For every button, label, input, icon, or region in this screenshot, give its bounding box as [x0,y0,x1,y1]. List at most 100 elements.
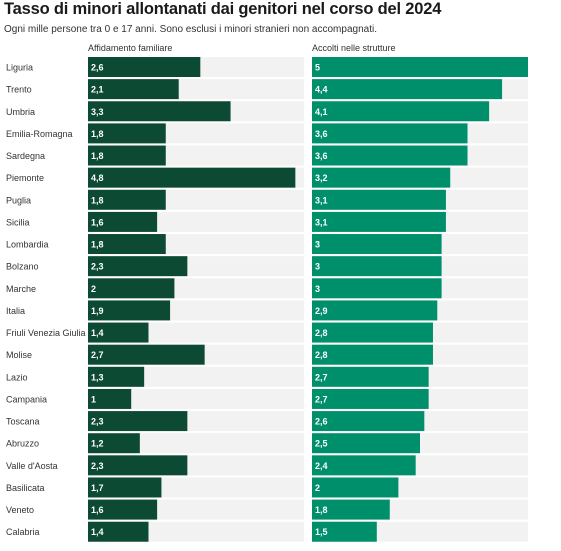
bar-affidamento [88,234,166,255]
value-label: 3,3 [91,107,104,117]
bar-strutture [312,344,433,365]
bar-strutture [312,79,503,100]
row-label: Lazio [6,372,28,382]
bar-affidamento [88,344,205,365]
bar-strutture [312,189,446,210]
bar-track [88,433,304,454]
value-label: 2,7 [315,372,328,382]
value-label: 1,3 [91,372,104,382]
bar-affidamento [88,57,201,77]
bar-affidamento [88,278,175,299]
row-label: Molise [6,350,32,360]
bar-affidamento [88,455,188,476]
row-label: Sardegna [6,151,45,161]
row-label: Bolzano [6,262,39,272]
row-label: Umbria [6,107,35,117]
value-label: 1,5 [315,527,328,537]
bar-strutture [312,521,377,542]
bar-affidamento [88,499,158,520]
bar-strutture [312,388,429,409]
row-label: Sicilia [6,217,30,227]
value-label: 1,8 [91,151,104,161]
value-label: 2,8 [315,350,328,360]
chart-title: Tasso di minori allontanati dai genitori… [4,0,442,18]
bar-strutture [312,278,442,299]
bar-strutture [312,411,425,432]
value-label: 2,9 [315,306,328,316]
bar-affidamento [88,101,231,122]
value-label: 2,7 [91,350,104,360]
value-label: 3,1 [315,217,328,227]
value-label: 2,6 [91,63,104,73]
value-label: 4,1 [315,107,328,117]
bar-affidamento [88,79,179,100]
bar-affidamento [88,300,171,321]
value-label: 2,1 [91,85,104,95]
bar-strutture [312,477,399,498]
value-label: 1,9 [91,306,104,316]
value-label: 1,6 [91,217,104,227]
bar-affidamento [88,189,166,210]
value-label: 2,3 [91,262,104,272]
bar-strutture [312,499,390,520]
row-label: Campania [6,394,47,404]
value-label: 3,6 [315,151,328,161]
bar-strutture [312,455,416,476]
bar-strutture [312,366,429,387]
value-label: 1,8 [91,240,104,250]
row-label: Valle d'Aosta [6,461,58,471]
bar-affidamento [88,145,166,166]
bar-affidamento [88,411,188,432]
row-label: Puglia [6,195,31,205]
value-label: 2,3 [91,461,104,471]
value-label: 3,6 [315,129,328,139]
bar-strutture [312,234,442,255]
value-label: 3 [315,284,320,294]
value-label: 2,8 [315,328,328,338]
bar-affidamento [88,123,166,144]
value-label: 1,7 [91,483,104,493]
value-label: 2,3 [91,417,104,427]
value-label: 1,8 [315,505,328,515]
value-label: 2,4 [315,461,328,471]
bar-affidamento [88,211,158,232]
value-label: 2 [315,483,320,493]
value-label: 1,8 [91,195,104,205]
row-label: Friuli Venezia Giulia [6,328,86,338]
bar-strutture [312,123,468,144]
row-label: Veneto [6,505,34,515]
value-label: 1 [91,394,96,404]
row-label: Calabria [6,527,40,537]
bar-strutture [312,167,451,188]
bar-strutture [312,300,438,321]
bar-strutture [312,57,528,77]
bar-strutture [312,211,446,232]
value-label: 1,8 [91,129,104,139]
value-label: 3 [315,262,320,272]
row-label: Toscana [6,417,40,427]
bar-affidamento [88,521,149,542]
row-label: Italia [6,306,25,316]
bar-strutture [312,101,490,122]
bar-strutture [312,256,442,277]
value-label: 2,5 [315,439,328,449]
value-label: 3,2 [315,173,328,183]
panel-header-affidamento: Affidamento familiare [88,43,172,53]
value-label: 3,1 [315,195,328,205]
row-label: Trento [6,85,32,95]
row-label: Lombardia [6,240,49,250]
bar-affidamento [88,167,296,188]
bar-affidamento [88,477,162,498]
value-label: 2,6 [315,417,328,427]
value-label: 1,4 [91,328,104,338]
bar-affidamento [88,366,145,387]
bar-affidamento [88,256,188,277]
value-label: 3 [315,240,320,250]
bar-strutture [312,145,468,166]
row-label: Basilicata [6,483,45,493]
chart-subtitle: Ogni mille persone tra 0 e 17 anni. Sono… [4,24,377,35]
value-label: 2 [91,284,96,294]
value-label: 5 [315,63,320,73]
bar-affidamento [88,388,132,409]
